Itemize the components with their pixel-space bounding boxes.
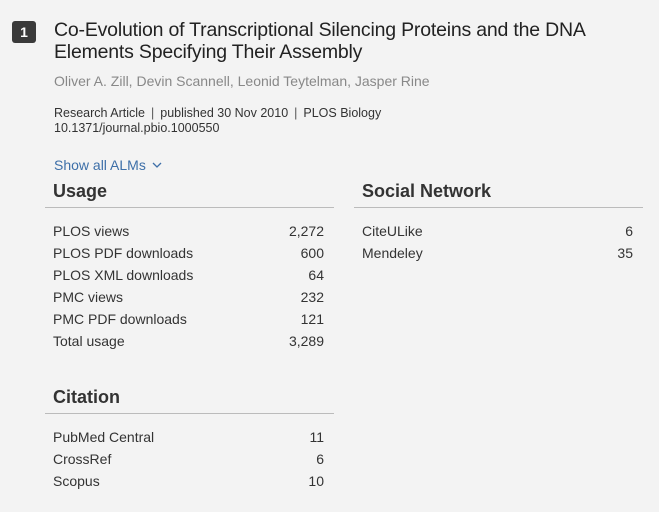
citation-row: CrossRef 6 <box>53 448 324 470</box>
social-network-rows: CiteULike 6 Mendeley 35 <box>354 208 643 264</box>
metric-label: CrossRef <box>53 451 112 467</box>
social-network-heading: Social Network <box>354 181 643 208</box>
metric-value: 10 <box>308 473 324 489</box>
metric-label: CiteULike <box>362 223 423 239</box>
usage-heading: Usage <box>45 181 334 208</box>
chevron-down-icon <box>152 162 162 168</box>
usage-row: PLOS views 2,272 <box>53 220 324 242</box>
publish-date: published 30 Nov 2010 <box>160 106 289 120</box>
article-type: Research Article <box>54 106 146 120</box>
usage-row: PMC PDF downloads 121 <box>53 308 324 330</box>
metric-label: PMC views <box>53 289 124 305</box>
metric-label: PLOS views <box>53 223 130 239</box>
usage-row: PMC views 232 <box>53 286 324 308</box>
citation-heading: Citation <box>45 387 334 414</box>
usage-rows: PLOS views 2,272 PLOS PDF downloads 600 PL… <box>45 208 334 352</box>
social-row: CiteULike 6 <box>362 220 633 242</box>
rank-badge: 1 <box>12 21 36 43</box>
metric-value: 64 <box>308 267 324 283</box>
meta-separator: | <box>151 106 155 120</box>
article-meta: Research Article | published 30 Nov 2010 | P… <box>54 106 381 121</box>
metric-value: 11 <box>309 429 324 445</box>
usage-row: PLOS PDF downloads 600 <box>53 242 324 264</box>
metric-label: PLOS PDF downloads <box>53 245 194 261</box>
metric-label: PLOS XML downloads <box>53 267 194 283</box>
citation-row: Scopus 10 <box>53 470 324 492</box>
usage-section: Usage PLOS views 2,272 PLOS PDF downloads… <box>45 181 334 352</box>
social-row: Mendeley 35 <box>362 242 633 264</box>
metric-value: 2,272 <box>288 223 324 239</box>
article-doi: 10.1371/journal.pbio.1000550 <box>54 121 220 135</box>
citation-row: PubMed Central 11 <box>53 426 324 448</box>
social-network-section: Social Network CiteULike 6 Mendeley 35 <box>354 181 643 264</box>
metric-label: PubMed Central <box>53 429 155 445</box>
metric-value: 35 <box>617 245 633 261</box>
journal-name: PLOS Biology <box>303 106 382 120</box>
metric-value: 121 <box>300 311 324 327</box>
metric-label: Total usage <box>53 333 125 349</box>
show-all-alms-toggle[interactable]: Show all ALMs <box>54 157 162 173</box>
article-title[interactable]: Co-Evolution of Transcriptional Silencin… <box>54 19 585 63</box>
metric-label: Scopus <box>53 473 100 489</box>
usage-row: PLOS XML downloads 64 <box>53 264 324 286</box>
metric-value: 3,289 <box>288 333 324 349</box>
metric-value: 232 <box>300 289 324 305</box>
usage-row: Total usage 3,289 <box>53 330 324 352</box>
metric-label: Mendeley <box>362 245 423 261</box>
metric-value: 6 <box>316 451 324 467</box>
author-list: Oliver A. Zill, Devin Scannell, Leonid T… <box>54 73 430 89</box>
citation-rows: PubMed Central 11 CrossRef 6 Scopus 10 <box>45 414 334 492</box>
metric-value: 6 <box>625 223 633 239</box>
show-all-alms-label[interactable]: Show all ALMs <box>54 157 146 173</box>
metric-label: PMC PDF downloads <box>53 311 187 327</box>
meta-separator: | <box>294 106 298 120</box>
citation-section: Citation PubMed Central 11 CrossRef 6 Scop… <box>45 387 334 492</box>
metric-value: 600 <box>300 245 324 261</box>
